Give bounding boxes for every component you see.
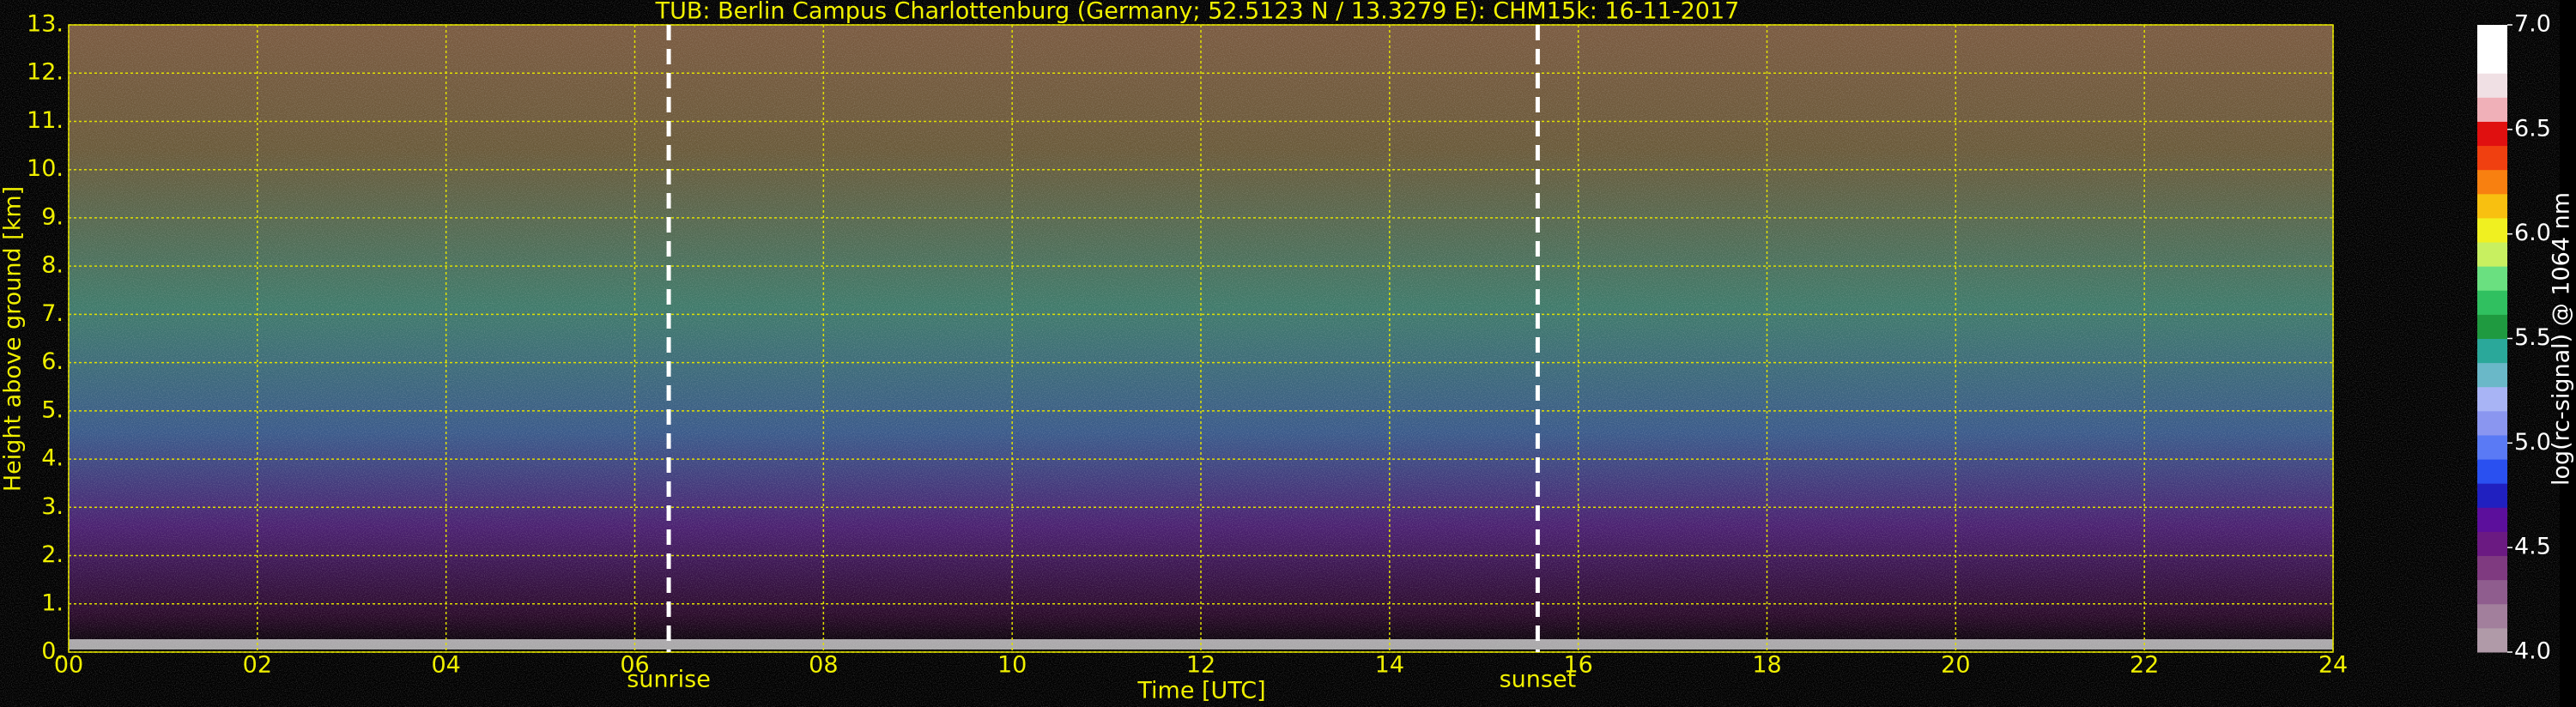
x-tick-label: 18 — [1752, 652, 1781, 679]
colorbar-segment — [2477, 217, 2507, 243]
colorbar-segment — [2477, 555, 2507, 581]
y-tick-label: 11. — [27, 107, 64, 134]
y-tick-label: 6. — [41, 348, 64, 375]
colorbar-segment — [2477, 507, 2507, 532]
colorbar-segment — [2477, 73, 2507, 98]
colorbar-tick-label: 4.5 — [2514, 534, 2551, 560]
y-tick-label: 13. — [27, 11, 64, 38]
y-tick-label: 8. — [41, 252, 64, 279]
colorbar-tick-label: 6.0 — [2514, 220, 2551, 246]
y-tick-label: 10. — [27, 155, 64, 182]
colorbar-tick-label: 7.0 — [2514, 11, 2551, 38]
colorbar-segment — [2477, 483, 2507, 508]
x-tick-label: 02 — [243, 652, 272, 679]
y-tick-label: 9. — [41, 203, 64, 230]
y-axis-label: Height above ground [km] — [0, 186, 27, 492]
colorbar-tick-label: 5.0 — [2514, 429, 2551, 456]
x-tick-label: 10 — [997, 652, 1027, 679]
x-tick-label: 16 — [1563, 652, 1592, 679]
chart-title: TUB: Berlin Campus Charlottenburg (Germa… — [655, 0, 1740, 25]
colorbar-segment — [2477, 25, 2507, 50]
y-tick-label: 0. — [41, 638, 64, 665]
colorbar-segment — [2477, 145, 2507, 171]
plot-frame — [68, 24, 2334, 653]
y-tick-label: 5. — [41, 396, 64, 423]
colorbar-segment — [2477, 434, 2507, 460]
x-tick-label: 22 — [2130, 652, 2159, 679]
colorbar-tick-label: 6.5 — [2514, 115, 2551, 142]
y-tick-label: 3. — [41, 493, 64, 520]
colorbar-label: log(rc-signal) @ 1064 nm — [2549, 192, 2575, 486]
y-tick-label: 7. — [41, 300, 64, 327]
x-tick-label: 00 — [54, 652, 83, 679]
x-tick-label: 20 — [1941, 652, 1970, 679]
x-tick-label: 24 — [2318, 652, 2348, 679]
y-tick-label: 12. — [27, 59, 64, 86]
x-tick-label: 04 — [431, 652, 460, 679]
colorbar-segment — [2477, 627, 2507, 653]
colorbar-segment — [2477, 169, 2507, 195]
colorbar-segment — [2477, 97, 2507, 122]
colorbar-tick-label: 4.0 — [2514, 638, 2551, 665]
y-tick-label: 1. — [41, 589, 64, 616]
x-axis-label: Time [UTC] — [1136, 678, 1265, 704]
colorbar-segment — [2477, 579, 2507, 605]
colorbar-tick-label: 5.5 — [2514, 324, 2551, 351]
annotation-label: sunset — [1500, 667, 1577, 693]
colorbar-segment — [2477, 459, 2507, 484]
y-tick-label: 2. — [41, 541, 64, 568]
colorbar-segment — [2477, 49, 2507, 74]
x-tick-label: 12 — [1186, 652, 1215, 679]
colorbar-segment — [2477, 193, 2507, 219]
colorbar-segment — [2477, 603, 2507, 629]
colorbar-segment — [2477, 338, 2507, 364]
x-tick-label: 06 — [620, 652, 649, 679]
colorbar-segment — [2477, 290, 2507, 315]
colorbar-segment — [2477, 121, 2507, 147]
x-tick-label: 14 — [1375, 652, 1404, 679]
colorbar-segment — [2477, 314, 2507, 339]
colorbar-segment — [2477, 531, 2507, 557]
x-tick-label: 08 — [809, 652, 838, 679]
y-tick-label: 4. — [41, 445, 64, 472]
colorbar-segment — [2477, 386, 2507, 412]
colorbar-segment — [2477, 266, 2507, 291]
colorbar-segment — [2477, 362, 2507, 388]
annotation-label: sunrise — [627, 667, 711, 693]
colorbar-segment — [2477, 410, 2507, 436]
colorbar-segment — [2477, 242, 2507, 267]
